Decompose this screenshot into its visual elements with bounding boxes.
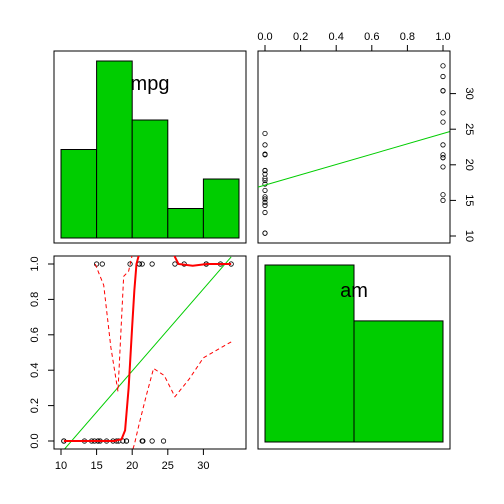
data-point [149, 261, 155, 267]
tick-label: 0.8 [400, 31, 415, 43]
data-point [440, 192, 446, 198]
data-point [262, 202, 268, 208]
histogram-bar [96, 60, 133, 239]
tick-label: 20 [463, 159, 475, 171]
tick-label: 1.0 [29, 256, 41, 271]
tick-label: 25 [162, 460, 174, 472]
data-point [440, 152, 446, 158]
data-point [123, 438, 130, 444]
data-point [127, 261, 133, 267]
histogram-bar [60, 149, 98, 239]
panel-frame [257, 50, 451, 244]
data-point [140, 438, 146, 444]
data-point [262, 175, 268, 181]
tick-label: 10 [55, 460, 67, 472]
data-point [262, 194, 268, 200]
histogram-bar [353, 320, 444, 443]
regression-line [257, 131, 451, 188]
panel-am-histogram: am [257, 255, 451, 450]
data-point [440, 110, 446, 116]
panel-frame [53, 255, 247, 450]
data-point [440, 164, 446, 170]
tick-label: 0.6 [29, 327, 41, 342]
histogram-bar [131, 119, 169, 239]
data-point [440, 119, 446, 125]
histogram-bar [167, 208, 204, 239]
tick-label: 30 [197, 460, 209, 472]
data-point [262, 187, 268, 194]
data-point [160, 438, 167, 444]
data-point [440, 197, 446, 203]
panel-frame [53, 50, 247, 244]
data-point [99, 261, 105, 267]
tick-label: 0.4 [29, 363, 41, 378]
panel-am-vs-mpg-scatter [257, 50, 451, 244]
data-point [440, 142, 446, 148]
data-point [262, 167, 268, 174]
data-point [262, 177, 268, 184]
smooth-lower-band [132, 341, 232, 449]
variable-label-am: am [340, 280, 368, 302]
data-point [440, 88, 446, 94]
data-point [440, 73, 446, 80]
smooth-line [63, 256, 232, 442]
tick-label: 15 [90, 460, 102, 472]
data-point [440, 155, 446, 161]
histogram-bar [264, 264, 355, 443]
data-point [262, 130, 268, 137]
panel-frame [257, 255, 451, 450]
right-y-axis: 10 15 20 25 30 [449, 87, 475, 242]
data-point [139, 261, 145, 267]
tick-label: 15 [463, 194, 475, 206]
top-x-axis: 0.0 0.2 0.4 0.6 0.8 1.0 [257, 31, 451, 52]
tick-label: 0.0 [257, 31, 272, 43]
bottom-x-axis: 10 15 20 25 30 [55, 448, 210, 472]
data-point [149, 438, 155, 444]
data-point [440, 63, 446, 69]
regression-line [63, 256, 232, 449]
smooth-upper-band [94, 256, 133, 392]
data-point [262, 199, 268, 206]
panel-mpg-histogram: mpg [53, 50, 247, 244]
panel-mpg-vs-am-scatter [53, 255, 247, 450]
plot-area [61, 256, 234, 449]
tick-label: 0.8 [29, 292, 41, 307]
tick-label: 20 [126, 460, 138, 472]
data-point [262, 151, 268, 157]
tick-label: 0.0 [29, 433, 41, 448]
tick-label: 30 [463, 87, 475, 99]
data-point [262, 196, 268, 202]
left-y-axis: 0.0 0.2 0.4 0.6 0.8 1.0 [29, 256, 55, 449]
variable-label-mpg: mpg [131, 73, 170, 95]
tick-label: 0.6 [364, 31, 379, 43]
data-point [94, 261, 100, 267]
tick-label: 10 [463, 230, 475, 242]
data-point [262, 142, 268, 148]
tick-label: 0.2 [293, 31, 308, 43]
data-point [262, 209, 268, 216]
tick-label: 1.0 [435, 31, 450, 43]
data-point [172, 261, 178, 267]
data-point [262, 230, 268, 236]
tick-label: 0.2 [29, 398, 41, 413]
tick-label: 25 [463, 123, 475, 135]
tick-label: 0.4 [329, 31, 344, 43]
histogram-bar [202, 178, 240, 239]
